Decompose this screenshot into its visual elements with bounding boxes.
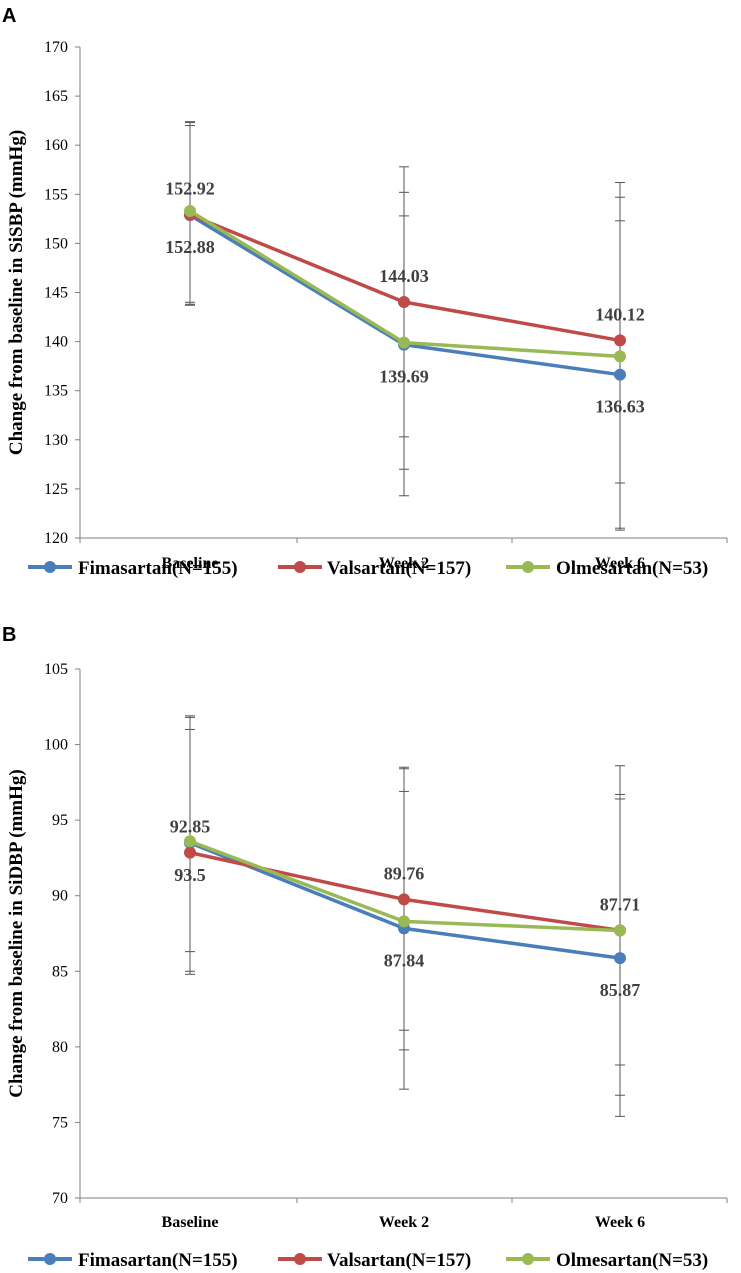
- y-tick-label: 105: [44, 661, 68, 678]
- data-label: 85.87: [600, 980, 641, 1000]
- data-label: 89.76: [384, 863, 425, 883]
- data-point: [184, 204, 196, 217]
- y-tick-label: 95: [52, 812, 68, 829]
- legend-swatch-marker: [522, 561, 534, 573]
- y-tick-label: 90: [52, 888, 68, 905]
- data-point: [398, 893, 410, 906]
- legend-swatch-marker: [294, 1253, 306, 1265]
- legend-entry: Valsartan(N=157): [327, 1250, 471, 1271]
- data-label: 139.69: [379, 367, 429, 387]
- y-tick-label: 155: [44, 186, 68, 203]
- panel-label: B: [2, 624, 16, 646]
- panel-a: A Change from baseline in SiSBP (mmHg) 120…: [2, 5, 728, 579]
- x-tick-label: Week 2: [379, 1214, 429, 1231]
- legend-entry: Fimasartan(N=155): [78, 558, 238, 579]
- y-tick-label: 160: [44, 137, 68, 154]
- panel-b: B Change from baseline in SiDBP (mmHg) 70 7…: [2, 624, 728, 1271]
- y-tick-label: 100: [44, 737, 68, 754]
- x-tick-label: Week 6: [595, 1214, 645, 1231]
- data-label: 87.84: [384, 950, 425, 970]
- y-tick-label: 170: [44, 39, 68, 56]
- legend-entry: Olmesartan(N=53): [556, 1250, 708, 1271]
- x-tick-label: Week 6: [595, 555, 645, 572]
- data-label: 144.03: [379, 266, 429, 286]
- x-tick-label: Week 2: [379, 555, 429, 572]
- y-tick-label: 140: [44, 334, 68, 351]
- x-tick-label: Baseline: [162, 555, 219, 572]
- data-label: 152.88: [165, 237, 215, 257]
- legend-entry: Olmesartan(N=53): [556, 558, 708, 579]
- data-point: [398, 336, 410, 349]
- y-tick-label: 75: [52, 1114, 68, 1131]
- legend-swatch-marker: [522, 1253, 534, 1265]
- y-tick-label: 150: [44, 235, 68, 252]
- data-label: 87.71: [600, 894, 641, 914]
- legend-swatch-marker: [44, 561, 56, 573]
- data-label: 93.5: [174, 865, 206, 885]
- y-tick-label: 80: [52, 1039, 68, 1056]
- data-point: [614, 924, 626, 937]
- data-point: [398, 296, 410, 309]
- legend-entry: Fimasartan(N=155): [78, 1250, 238, 1271]
- data-point: [184, 846, 196, 859]
- y-tick-label: 135: [44, 383, 68, 400]
- legend-swatch-marker: [44, 1253, 56, 1265]
- y-tick-label: 130: [44, 432, 68, 449]
- panel-label: A: [2, 5, 16, 27]
- y-tick-label: 85: [52, 963, 68, 980]
- data-point: [614, 952, 626, 965]
- data-point: [614, 334, 626, 347]
- legend-entry: Valsartan(N=157): [327, 558, 471, 579]
- data-point: [184, 835, 196, 848]
- y-tick-label: 145: [44, 285, 68, 302]
- data-label: 140.12: [595, 304, 645, 324]
- x-tick-label: Baseline: [162, 1214, 219, 1231]
- data-point: [614, 350, 626, 363]
- y-tick-label: 165: [44, 88, 68, 105]
- data-point: [398, 915, 410, 928]
- data-label: 136.63: [595, 397, 645, 417]
- data-label: 92.85: [170, 817, 211, 837]
- y-axis-label: Change from baseline in SiSBP (mmHg): [6, 130, 27, 455]
- y-tick-label: 125: [44, 481, 68, 498]
- y-tick-label: 70: [52, 1190, 68, 1207]
- y-axis-label: Change from baseline in SiDBP (mmHg): [6, 769, 27, 1097]
- data-point: [614, 368, 626, 381]
- y-tick-label: 120: [44, 530, 68, 547]
- data-label: 152.92: [165, 179, 215, 199]
- legend-swatch-marker: [294, 561, 306, 573]
